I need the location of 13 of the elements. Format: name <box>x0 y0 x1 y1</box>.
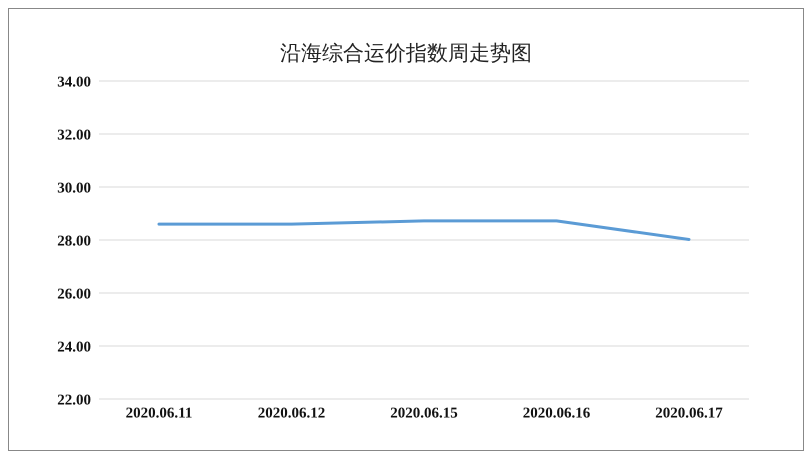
y-tick-label: 30.00 <box>57 180 91 196</box>
y-tick-label: 26.00 <box>57 286 91 302</box>
x-tick-label: 2020.06.15 <box>390 406 458 422</box>
chart-title: 沿海综合运价指数周走势图 <box>279 40 533 67</box>
y-tick-label: 34.00 <box>57 74 91 90</box>
x-tick-label: 2020.06.11 <box>126 406 192 422</box>
x-tick-label: 2020.06.16 <box>522 406 591 422</box>
y-tick-label: 24.00 <box>57 339 91 356</box>
y-tick-label: 28.00 <box>57 233 91 250</box>
x-tick-label: 2020.06.17 <box>655 406 724 422</box>
y-tick-label: 32.00 <box>57 127 91 144</box>
y-tick-label: 22.00 <box>57 392 91 408</box>
x-tick-label: 2020.06.12 <box>258 406 326 422</box>
